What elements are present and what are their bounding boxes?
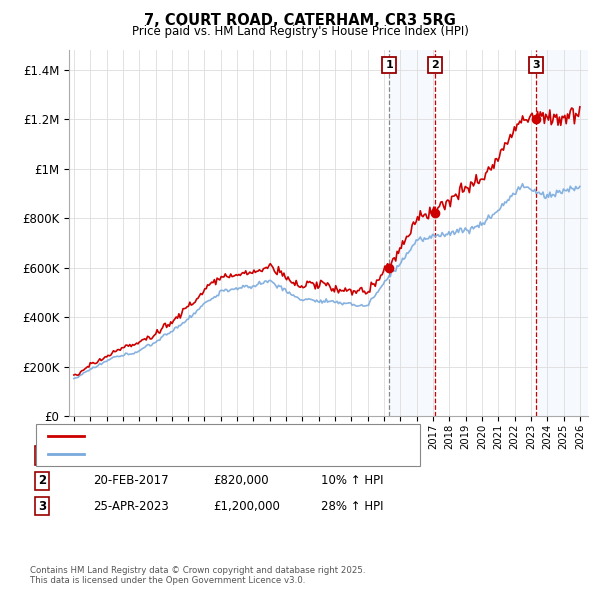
- Text: 2: 2: [38, 474, 46, 487]
- Text: 7, COURT ROAD, CATERHAM, CR3 5RG: 7, COURT ROAD, CATERHAM, CR3 5RG: [144, 13, 456, 28]
- Text: HPI: Average price, detached house, Tandridge: HPI: Average price, detached house, Tand…: [90, 449, 346, 459]
- Text: 7, COURT ROAD, CATERHAM, CR3 5RG (detached house): 7, COURT ROAD, CATERHAM, CR3 5RG (detach…: [90, 431, 400, 441]
- Text: 3: 3: [38, 500, 46, 513]
- Text: 1: 1: [38, 449, 46, 462]
- Bar: [389, 50, 435, 416]
- Text: 2% ↓ HPI: 2% ↓ HPI: [321, 449, 376, 462]
- Text: Price paid vs. HM Land Registry's House Price Index (HPI): Price paid vs. HM Land Registry's House …: [131, 25, 469, 38]
- Text: £820,000: £820,000: [213, 474, 269, 487]
- Text: 30-APR-2014: 30-APR-2014: [93, 449, 169, 462]
- Bar: [536, 50, 588, 416]
- Text: £600,000: £600,000: [213, 449, 269, 462]
- Text: 20-FEB-2017: 20-FEB-2017: [93, 474, 169, 487]
- Text: £1,200,000: £1,200,000: [213, 500, 280, 513]
- Text: 10% ↑ HPI: 10% ↑ HPI: [321, 474, 383, 487]
- Text: Contains HM Land Registry data © Crown copyright and database right 2025.
This d: Contains HM Land Registry data © Crown c…: [30, 566, 365, 585]
- Text: 28% ↑ HPI: 28% ↑ HPI: [321, 500, 383, 513]
- Text: 3: 3: [532, 60, 540, 70]
- Text: 25-APR-2023: 25-APR-2023: [93, 500, 169, 513]
- Text: 1: 1: [386, 60, 393, 70]
- Text: 2: 2: [431, 60, 439, 70]
